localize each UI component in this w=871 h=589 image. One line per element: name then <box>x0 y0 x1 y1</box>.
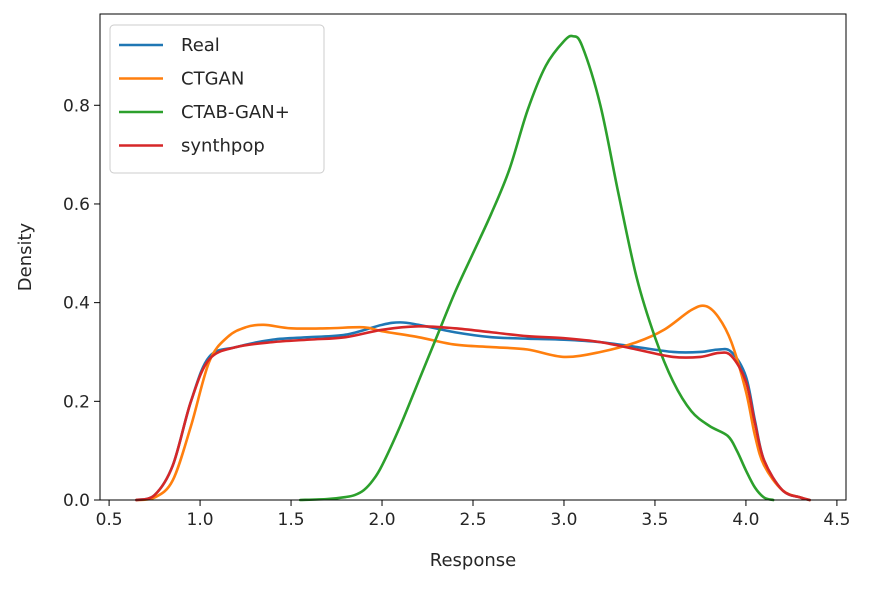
legend-frame <box>109 24 325 174</box>
y-tick-label: 0.4 <box>63 294 90 314</box>
x-tick-label: 4.5 <box>823 510 850 530</box>
series-line-ctab-gan <box>298 34 775 502</box>
legend-label-ctgan: CTGAN <box>181 69 244 90</box>
y-axis: 0.0 0.2 0.4 0.6 0.8 <box>63 96 100 511</box>
x-tick-label: 1.5 <box>278 510 305 530</box>
x-tick-label: 4.0 <box>732 510 759 530</box>
x-tick-label: 2.0 <box>369 510 396 530</box>
x-tick-label: 2.5 <box>459 510 486 530</box>
y-tick-label: 0.2 <box>63 392 90 412</box>
legend-label-synthpop: synthpop <box>181 136 265 157</box>
x-axis: 0.5 1.0 1.5 2.0 2.5 3.0 3.5 4.0 4.5 <box>96 500 850 530</box>
legend-label-ctab-gan: CTAB-GAN+ <box>181 102 290 123</box>
series-line-synthpop <box>135 324 811 502</box>
y-tick-label: 0.8 <box>63 96 90 116</box>
y-tick-label: 0.6 <box>63 195 90 215</box>
x-tick-label: 0.5 <box>96 510 123 530</box>
y-axis-label: Density <box>15 222 36 291</box>
series-line-ctgan <box>135 304 811 502</box>
legend-label-real: Real <box>181 35 220 56</box>
x-axis-label: Response <box>430 550 516 571</box>
x-tick-label: 1.0 <box>187 510 214 530</box>
y-tick-label: 0.0 <box>63 491 90 511</box>
x-tick-label: 3.5 <box>641 510 668 530</box>
x-tick-label: 3.0 <box>550 510 577 530</box>
series-layer <box>135 34 811 502</box>
legend: Real CTGAN CTAB-GAN+ synthpop <box>109 24 325 174</box>
